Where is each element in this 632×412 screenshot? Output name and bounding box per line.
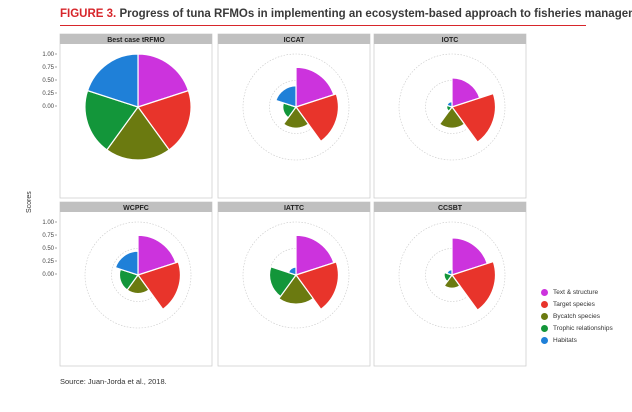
legend-item: Habitats [541,334,613,346]
polar-wedge [443,273,461,289]
legend-label: Trophic relationships [553,324,613,332]
polar-wedge [137,234,177,276]
y-tick-label: 0.50 [42,246,54,252]
legend-swatch [541,288,548,296]
legend-swatch [541,336,548,344]
legend-swatch [541,300,548,308]
polar-wedge [278,273,314,305]
legend-swatch [541,312,548,320]
y-tick-label: 0.00 [42,104,54,110]
facet-title: CCSBT [438,205,463,212]
polar-wedge [451,92,496,143]
facet-title: Best case tRFMO [107,37,165,44]
polar-wedge [137,53,190,108]
facet-strip [218,202,370,212]
grid-circle [398,221,506,329]
panel-frame [217,33,371,199]
facet-panel: IATTC [217,201,371,367]
y-tick-label: 0.25 [42,91,54,97]
figure-label: FIGURE 3. [60,8,117,20]
legend-label: Text & structure [553,288,599,296]
legend-item: Target species [541,298,613,310]
y-tick-label: 0.75 [42,233,54,239]
polar-wedge [282,105,310,129]
facet-title: ICCAT [284,37,306,44]
facet-title: WCPFC [123,205,149,212]
facet-strip [374,34,526,44]
facet-panel: IOTC [373,33,527,199]
y-tick-label: 1.00 [42,52,54,58]
facet-strip [218,34,370,44]
legend-item: Trophic relationships [541,322,613,334]
polar-wedge [287,266,297,276]
title-rule [60,25,586,26]
facet-panel: ICCAT [217,33,371,199]
y-axis-label: Scores [26,191,33,213]
polar-wedge [84,89,139,151]
facet-panel: WCPFC 1.00 0.75 0.50 0.25 0.00 [42,201,213,367]
polar-wedge [451,260,496,311]
legend-item: Text & structure [541,286,613,298]
facet-title: IATTC [284,205,304,212]
polar-wedge [451,237,489,276]
figure-title-text: Progress of tuna RFMOs in implementing a… [119,8,632,20]
figure-title: FIGURE 3. Progress of tuna RFMOs in impl… [60,8,632,20]
y-tick-label: 1.00 [42,220,54,226]
legend-label: Target species [553,300,595,308]
source-note: Source: Juan-Jorda et al., 2018. [60,377,167,386]
polar-wedge [295,234,335,276]
polar-wedge [268,266,297,298]
legend: Text & structure Target species Bycatch … [541,286,613,346]
y-tick-label: 0.50 [42,78,54,84]
grid-circle [398,53,506,161]
facet-strip [60,202,212,212]
grid-circle [242,221,350,329]
facet-title: IOTC [442,37,459,44]
y-tick-label: 0.00 [42,272,54,278]
legend-label: Bycatch species [553,312,600,320]
polar-wedge [438,105,466,129]
polar-wedge [137,89,192,151]
facet-panel: CCSBT [373,201,527,367]
legend-item: Bycatch species [541,310,613,322]
facet-panel: Best case tRFMO 1.00 0.75 0.50 0.25 0.00 [42,33,213,199]
legend-label: Habitats [553,336,577,344]
polar-wedge [295,93,339,143]
y-tick-label: 0.75 [42,65,54,71]
polar-wedge [446,101,453,108]
polar-wedge [114,250,139,276]
y-tick-label: 0.25 [42,259,54,265]
grid-circle [84,221,192,329]
grid-circle [242,53,350,161]
facet-strip [60,34,212,44]
polar-wedge [275,85,297,108]
legend-swatch [541,324,548,332]
polar-wedge [446,269,453,276]
polar-wedge [137,261,181,311]
polar-wedge [295,66,335,108]
polar-wedge [295,261,339,311]
polar-wedge [106,105,170,161]
facet-strip [374,202,526,212]
polar-wedge [86,53,139,108]
